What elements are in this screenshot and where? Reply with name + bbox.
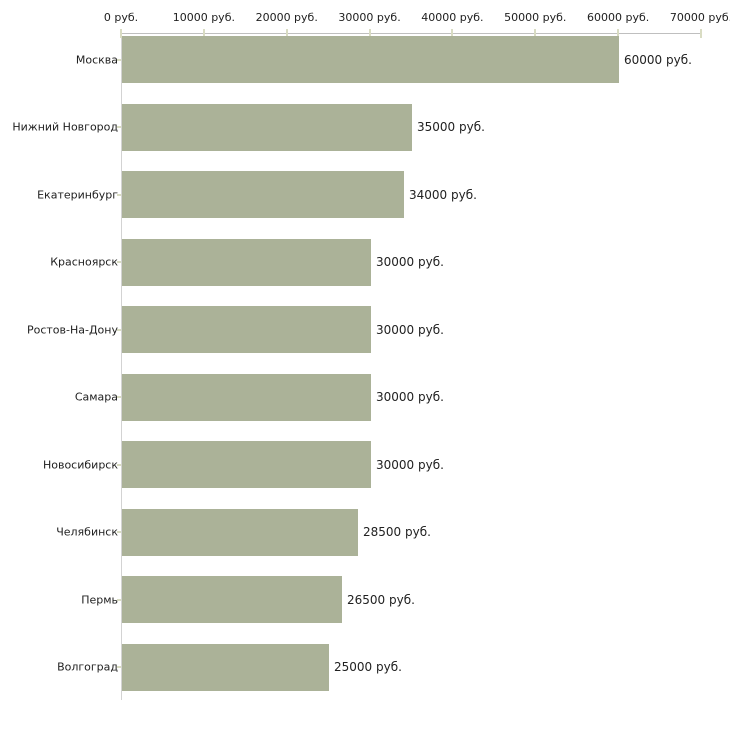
category-label: Волгоград — [57, 660, 118, 674]
category-label: Екатеринбург — [37, 188, 118, 202]
bar — [122, 374, 371, 421]
x-tick-label: 70000 руб. — [669, 11, 730, 24]
x-tick-mark — [451, 29, 454, 38]
bar — [122, 306, 371, 353]
y-tick-mark — [117, 126, 121, 128]
x-tick-mark — [700, 29, 702, 38]
x-tick-mark — [617, 29, 620, 38]
x-tick-label: 60000 руб. — [587, 11, 650, 24]
x-tick-label: 50000 руб. — [504, 11, 567, 24]
x-tick-label: 40000 руб. — [421, 11, 484, 24]
x-tick-label: 30000 руб. — [338, 11, 401, 24]
category-label: Самара — [74, 390, 118, 404]
bar — [122, 441, 371, 488]
y-tick-mark — [117, 329, 121, 331]
y-tick-mark — [117, 194, 121, 196]
y-tick-mark — [117, 59, 121, 61]
value-label: 28500 руб. — [363, 525, 431, 540]
value-label: 30000 руб. — [376, 255, 444, 270]
bar — [122, 171, 404, 218]
bar — [122, 104, 412, 151]
value-label: 30000 руб. — [376, 457, 444, 472]
value-label: 60000 руб. — [624, 52, 692, 67]
value-label: 35000 руб. — [417, 120, 485, 135]
x-tick-label: 0 руб. — [103, 11, 139, 24]
x-tick-mark — [534, 29, 537, 38]
value-label: 34000 руб. — [409, 187, 477, 202]
category-label: Пермь — [81, 593, 118, 607]
x-axis-line — [121, 33, 701, 34]
category-label: Нижний Новгород — [12, 120, 118, 134]
value-label: 25000 руб. — [334, 660, 402, 675]
bar — [122, 36, 619, 83]
value-label: 30000 руб. — [376, 390, 444, 405]
y-tick-mark — [117, 531, 121, 533]
x-tick-mark — [285, 29, 288, 38]
category-label: Челябинск — [56, 525, 118, 539]
x-tick-mark — [368, 29, 371, 38]
bar — [122, 576, 342, 623]
category-label: Новосибирск — [42, 458, 118, 472]
y-tick-mark — [117, 464, 121, 466]
bar — [122, 239, 371, 286]
y-axis-line — [121, 33, 122, 700]
x-tick-mark — [202, 29, 205, 38]
y-tick-mark — [117, 666, 121, 668]
x-tick-label: 20000 руб. — [255, 11, 318, 24]
category-label: Москва — [75, 53, 118, 66]
value-label: 26500 руб. — [347, 592, 415, 607]
x-tick-label: 10000 руб. — [172, 11, 235, 24]
y-tick-mark — [117, 396, 121, 398]
value-label: 30000 руб. — [376, 322, 444, 337]
y-tick-mark — [117, 599, 121, 601]
bar — [122, 644, 329, 691]
category-label: Красноярск — [50, 255, 118, 269]
y-tick-mark — [117, 261, 121, 263]
bar — [122, 509, 358, 556]
category-label: Ростов-На-Дону — [26, 323, 118, 337]
x-tick-mark — [120, 29, 122, 38]
